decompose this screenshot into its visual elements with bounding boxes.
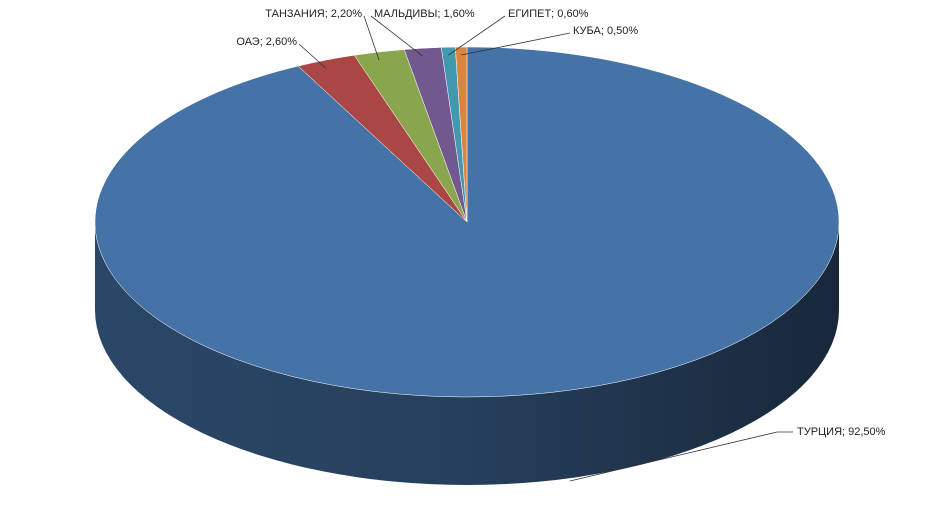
data-label: ТУРЦИЯ; 92,50% [797, 426, 886, 438]
data-label: КУБА; 0,50% [573, 25, 638, 37]
leader-line [461, 32, 571, 56]
slice [455, 46, 468, 223]
leader-line [298, 43, 326, 69]
leader-line [363, 15, 380, 61]
data-label: МАЛЬДИВЫ; 1,60% [374, 8, 475, 20]
leader-line [370, 15, 423, 57]
leader-line [448, 15, 506, 56]
leader-line [569, 431, 793, 482]
data-label: ОАЭ; 2,60% [236, 36, 297, 48]
slice-side [95, 222, 839, 485]
data-label: ЕГИПЕТ; 0,60% [508, 8, 589, 20]
data-label: ТАНЗАНИЯ; 2,20% [265, 8, 362, 20]
